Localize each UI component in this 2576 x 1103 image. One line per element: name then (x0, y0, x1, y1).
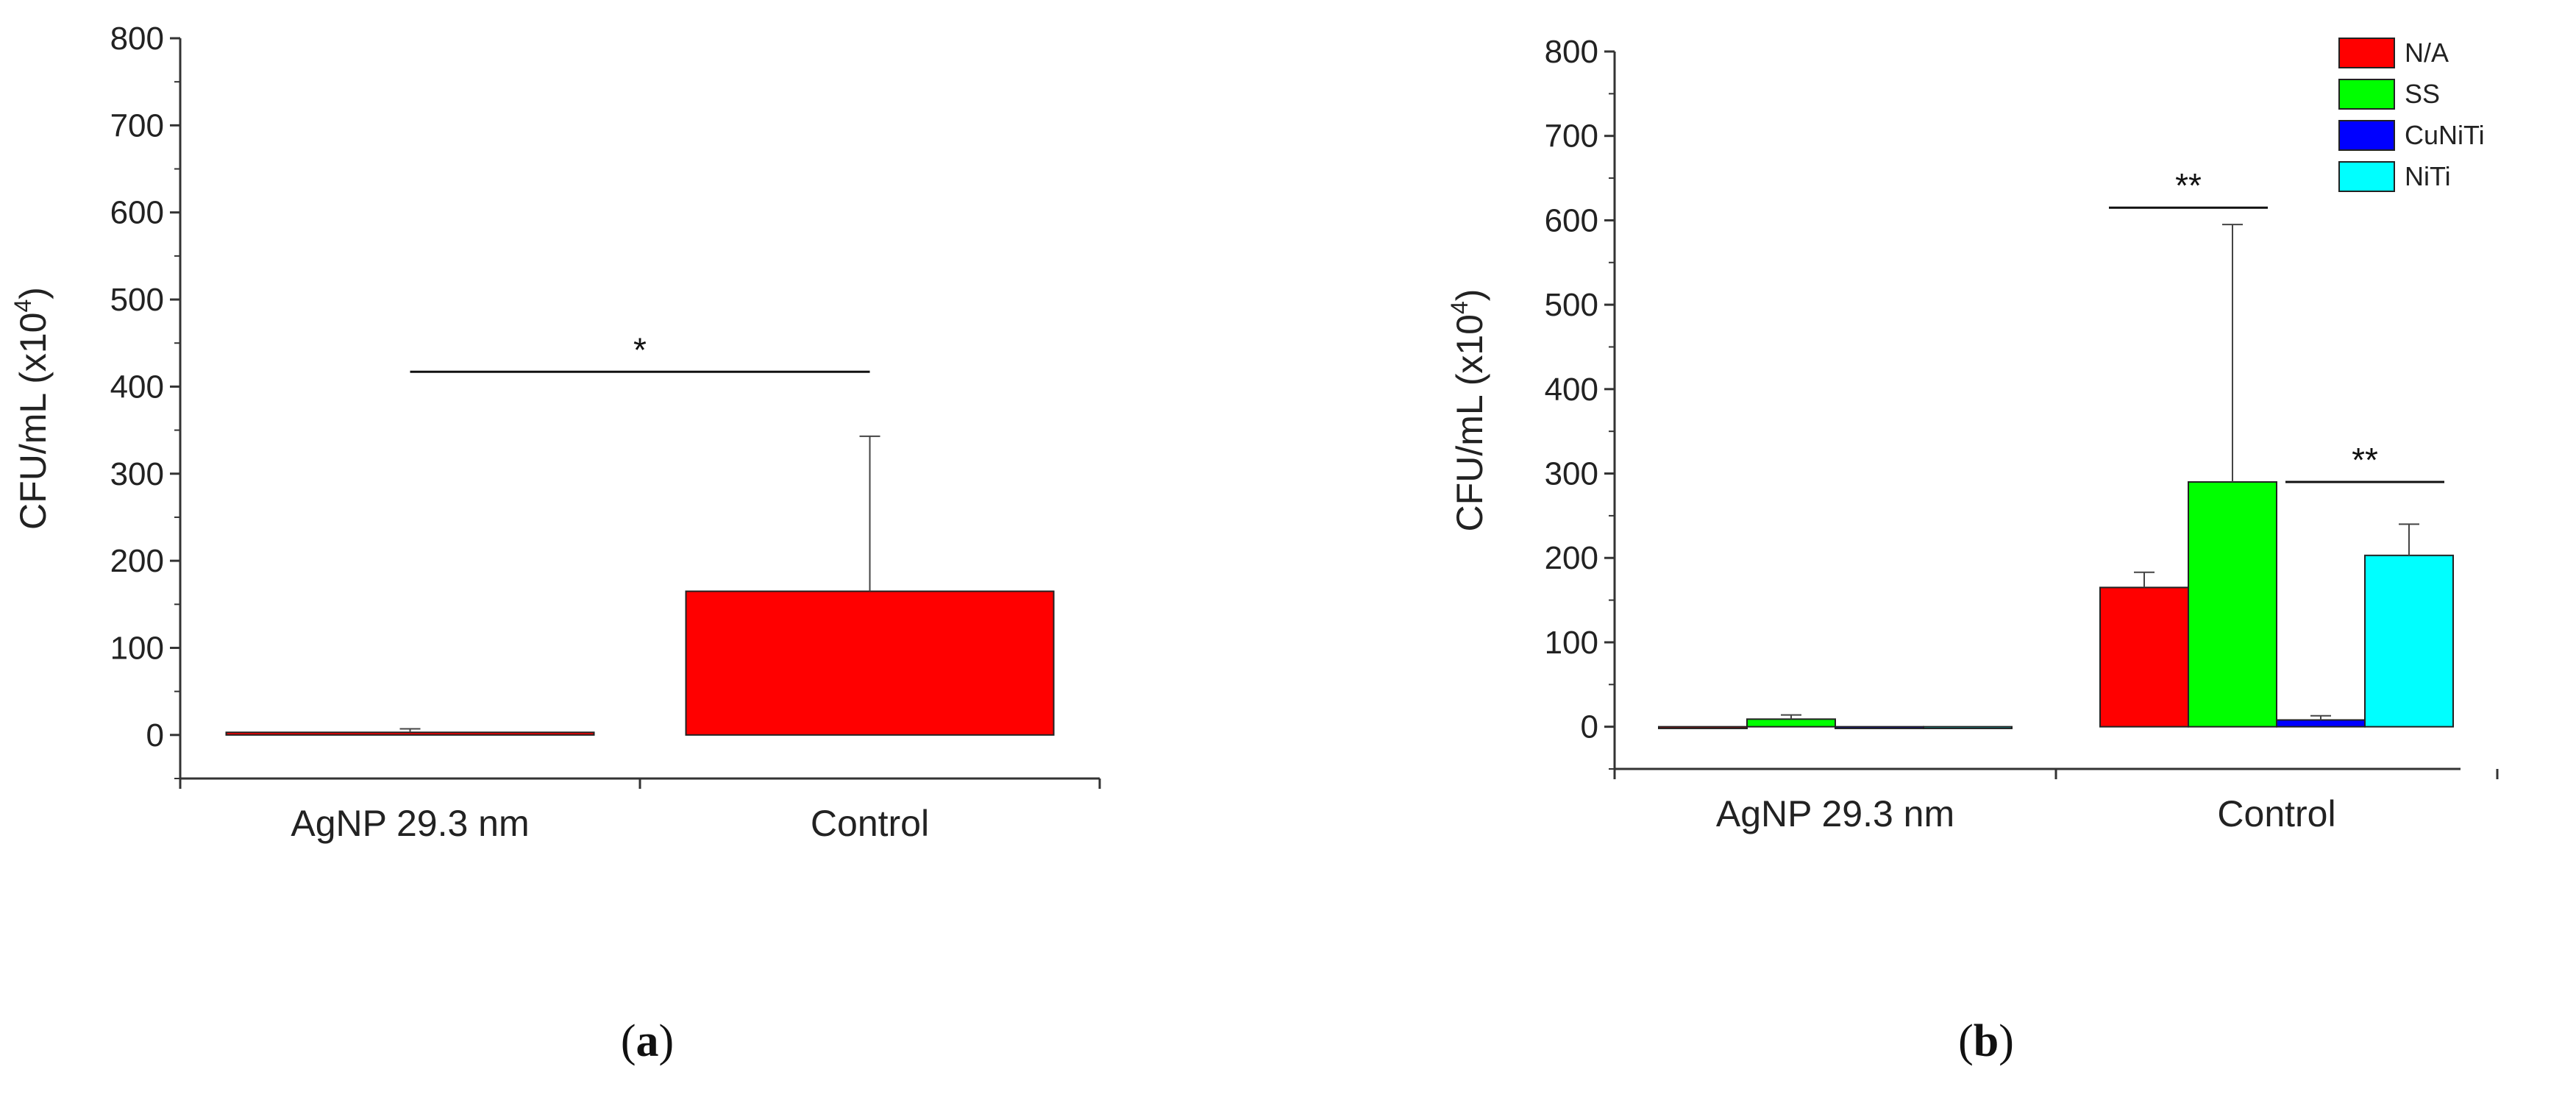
y-axis-title-close: ) (1449, 289, 1490, 302)
y-axis-title: CFU/mL (x104) (1446, 289, 1490, 532)
significance-marker: * (633, 330, 647, 369)
bar (225, 731, 595, 736)
bar (1923, 726, 2013, 729)
y-axis-title-superscript: 4 (1446, 301, 1473, 314)
y-axis-title-text: CFU/mL (x10 (1449, 314, 1490, 531)
y-tick-label: 400 (1545, 372, 1598, 408)
x-tick-label: AgNP 29.3 nm (291, 803, 529, 844)
y-tick-label: 300 (110, 456, 164, 492)
x-tick-label: Control (811, 803, 929, 844)
y-tick-label: 300 (1545, 456, 1598, 492)
legend-swatch (2338, 120, 2395, 151)
bar (2188, 481, 2277, 728)
y-tick-label: 200 (1545, 540, 1598, 576)
y-axis-title-superscript: 4 (10, 299, 36, 313)
legend-label: SS (2405, 79, 2440, 109)
legend-swatch (2338, 161, 2395, 192)
y-tick-label: 0 (1581, 709, 1598, 745)
x-tick-label: AgNP 29.3 nm (1716, 793, 1954, 834)
y-tick-label: 600 (110, 195, 164, 231)
bar (1658, 726, 1748, 729)
y-axis-title-close: ) (13, 287, 54, 299)
y-tick-label: 500 (1545, 287, 1598, 323)
y-tick-label: 400 (110, 369, 164, 405)
y-axis-title: CFU/mL (x104) (10, 287, 54, 530)
legend-label: CuNiTi (2405, 120, 2485, 150)
y-tick-label: 100 (1545, 625, 1598, 661)
panel-b-chart: 0 100 200 300 400 500 600 700 800 AgNP 29.3 nm Con… (1446, 34, 2499, 834)
y-tick-label: 600 (1545, 202, 1598, 238)
y-tick-label: 100 (110, 630, 164, 666)
legend-label: NiTi (2405, 161, 2451, 191)
bar (2276, 719, 2366, 728)
bar (2099, 586, 2189, 728)
y-tick-label: 700 (1545, 118, 1598, 155)
bar (685, 590, 1055, 736)
legend-swatch (2338, 79, 2395, 110)
y-tick-label: 800 (110, 21, 164, 57)
y-tick-label: 800 (1545, 34, 1598, 70)
significance-marker: ** (2352, 441, 2378, 479)
y-tick-label: 500 (110, 282, 164, 318)
x-tick-label: Control (2217, 793, 2335, 834)
legend-swatch (2338, 38, 2395, 68)
bar (2364, 554, 2454, 728)
bar (1835, 726, 1924, 729)
y-axis-title-text: CFU/mL (x10 (13, 313, 54, 530)
legend-label: N/A (2405, 38, 2449, 68)
y-tick-label: 0 (146, 717, 164, 753)
panel-b-label: (b) (1958, 1016, 2014, 1066)
bar (1746, 718, 1836, 728)
significance-marker: ** (2175, 166, 2202, 205)
panel-a-chart: 0 100 200 300 400 500 600 700 800 AgNP 29.3 nm Con… (10, 21, 1101, 844)
y-tick-label: 200 (110, 543, 164, 579)
y-tick-label: 700 (110, 107, 164, 143)
panel-a-label: (a) (621, 1016, 674, 1066)
